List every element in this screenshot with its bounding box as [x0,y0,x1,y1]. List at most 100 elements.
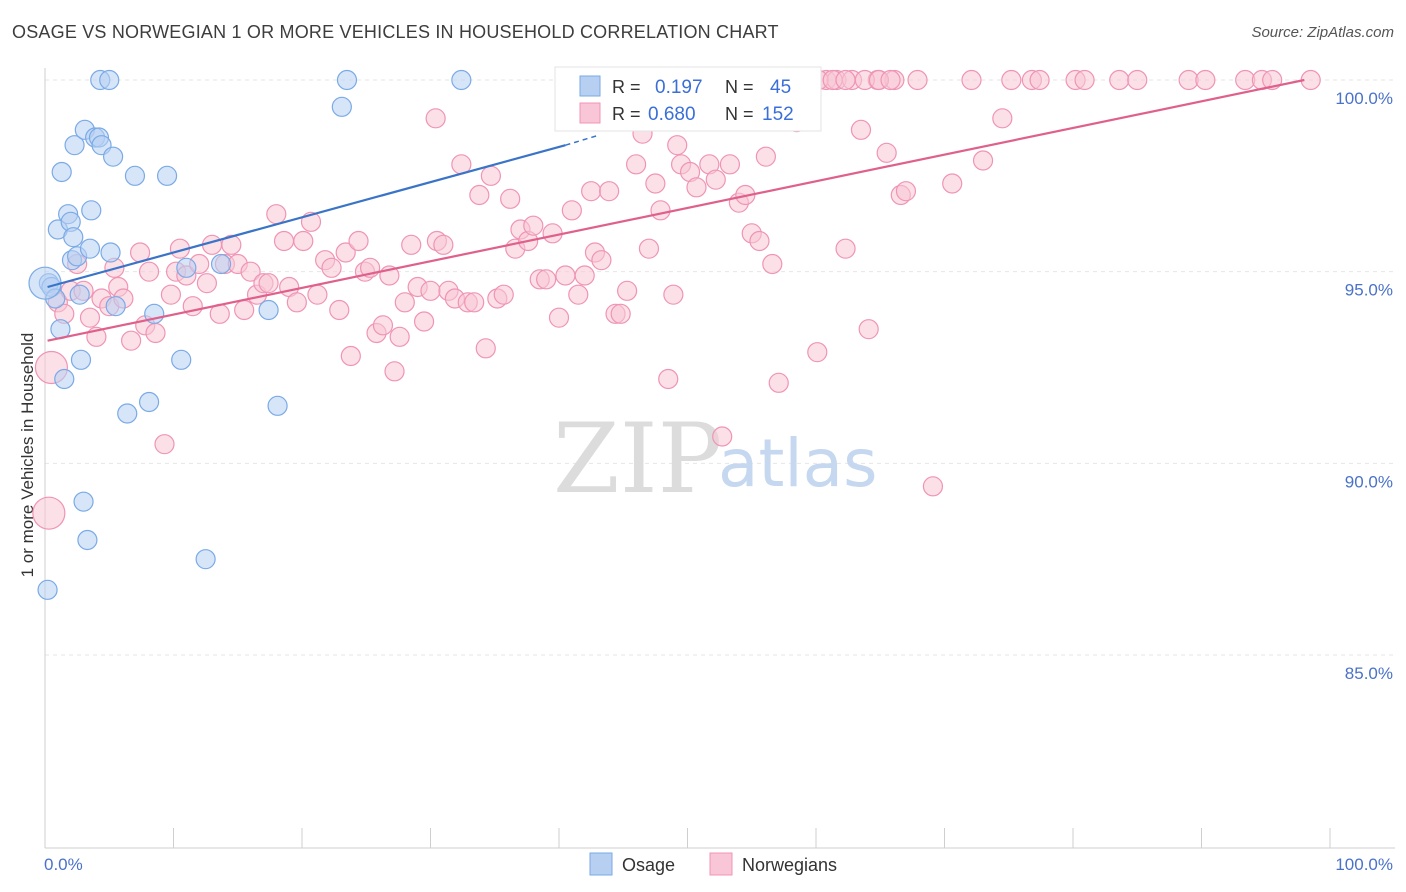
norwegians-point [401,234,422,255]
norwegians-point [221,234,242,255]
osage-point [73,491,94,512]
norwegians-point [293,230,314,252]
norwegians-point [835,238,856,259]
norwegians-point [686,177,707,198]
norwegians-point [340,345,361,367]
source-credit: Source: ZipAtlas.com [1251,24,1394,41]
norwegians-point [942,173,963,194]
watermark-zip: ZIP [553,403,722,515]
norwegians-r-value: 0.680 [648,104,696,125]
osage-point [64,135,85,156]
legend-norwegians-swatch [709,852,733,876]
osage-point [51,161,72,183]
norwegians-swatch [579,102,601,124]
watermark: ZIP atlas [553,403,878,515]
norwegians-point [645,173,666,194]
norwegians-point [413,311,435,332]
legend-osage-swatch [589,852,613,876]
norwegians-point [420,280,441,301]
legend-stats: R = 0.197 N = 45 R = 0.680 N = 152 [554,66,822,132]
osage-swatch [579,75,601,97]
norwegians-point [992,108,1013,129]
norwegians-point [1001,69,1022,91]
osage-r-label: R = [612,77,641,97]
norwegians-point [475,338,496,359]
norwegians-point [895,181,917,202]
norwegians-point [384,361,405,382]
norwegians-point [536,269,557,290]
norwegians-point [807,342,828,363]
norwegians-point [749,230,770,252]
norwegians-point [858,319,879,340]
osage-point [258,299,279,321]
norwegians-point [372,315,394,336]
x-ticks: 0.0% 100.0% [44,828,1393,874]
norwegians-point [548,307,570,328]
chart-title: OSAGE VS NORWEGIAN 1 OR MORE VEHICLES IN… [12,22,779,42]
norwegians-point [705,169,726,190]
norwegians-point [348,230,369,252]
osage-point [69,284,90,305]
norwegians-point [574,265,595,286]
watermark-atlas: atlas [718,425,878,502]
osage-point [81,200,102,221]
x-tick-label-max: 100.0% [1335,855,1393,874]
norwegians-point [469,184,490,206]
norwegians-point [762,253,783,275]
osage-point [171,349,192,370]
osage-point [54,368,75,390]
norwegians-point-large [32,496,66,530]
norwegians-point [610,303,631,324]
norwegians-point [658,368,679,390]
norwegians-point [335,242,356,263]
trend-lines [47,78,1305,342]
norwegians-point [650,200,671,221]
osage-trend-extension [565,134,598,146]
norwegians-point [922,476,944,497]
osage-trend-line [47,144,566,289]
legend-series: Osage Norwegians [589,852,837,876]
norwegians-point [581,181,602,202]
norwegians-n-label: N = [725,104,754,124]
norwegians-point [712,426,733,447]
norwegians-point [961,69,982,91]
norwegians-point [638,238,660,259]
norwegians-point [1195,69,1216,91]
osage-point [451,69,472,91]
norwegians-point [625,154,647,175]
norwegians-point [568,284,589,305]
norwegians-point [138,261,160,282]
osage-point [100,242,121,263]
osage-point [79,238,101,259]
norwegians-point [389,326,410,347]
norwegians-point [286,292,307,313]
norwegians-point [561,200,582,221]
norwegians-point [234,299,255,321]
osage-n-value: 45 [770,77,791,98]
osage-point [105,296,126,317]
norwegians-point [160,284,182,305]
norwegians-point [835,69,856,91]
norwegians-point [850,119,872,140]
norwegians-point [196,273,218,294]
osage-point [117,403,138,424]
osage-point [77,529,98,551]
osage-point [138,391,160,413]
norwegians-point [500,188,521,209]
norwegians-point [433,234,454,255]
norwegians-point [493,284,514,305]
osage-point [176,257,197,278]
y-tick-label: 90.0% [1345,472,1393,491]
norwegians-point [591,250,612,271]
norwegians-n-value: 152 [762,104,794,125]
legend-osage-label: Osage [622,855,675,875]
norwegians-point [273,230,295,252]
osage-point [103,146,124,167]
norwegians-point [907,69,928,91]
norwegians-point [480,165,501,186]
norwegians-point [880,69,901,91]
osage-point-large [28,266,62,300]
norwegians-point [145,322,166,344]
norwegians-point [394,292,415,313]
